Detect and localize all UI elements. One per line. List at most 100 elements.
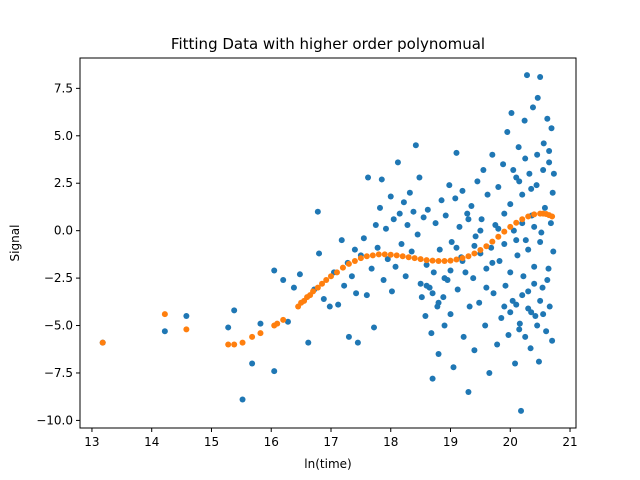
fit-point (393, 252, 400, 259)
data-point (532, 313, 539, 320)
data-point (338, 237, 345, 244)
data-point (429, 290, 436, 297)
fit-point (519, 216, 526, 223)
data-point (290, 284, 297, 291)
fit-point (387, 251, 394, 258)
data-point (436, 246, 443, 253)
data-point (534, 322, 541, 329)
data-point (394, 159, 401, 166)
data-point (371, 324, 378, 331)
data-point (435, 351, 442, 357)
data-point (231, 307, 238, 314)
data-point (450, 364, 457, 371)
data-point (390, 216, 397, 223)
fit-point (405, 254, 412, 261)
fit-point (339, 264, 346, 271)
x-axis: 13 14 15 16 17 18 19 20 21 (84, 428, 578, 449)
x-tick-label: 14 (144, 435, 159, 449)
data-point (477, 227, 484, 234)
data-point (456, 223, 463, 230)
fit-point (423, 257, 430, 264)
data-point (543, 328, 550, 335)
fit-point (249, 333, 256, 340)
data-point (404, 221, 411, 228)
data-point (547, 220, 554, 227)
data-point (305, 339, 312, 346)
data-point (418, 294, 425, 301)
fit-point (489, 238, 496, 245)
x-tick-label: 19 (443, 435, 458, 449)
data-point (438, 197, 445, 204)
fit-point (453, 256, 460, 263)
data-point (519, 191, 526, 198)
data-point (524, 72, 530, 79)
data-point (398, 240, 405, 247)
data-point (516, 320, 523, 327)
data-point (541, 204, 548, 211)
fit-point (345, 260, 352, 267)
x-tick-label: 16 (264, 435, 279, 449)
data-point (414, 231, 421, 238)
data-point (526, 170, 533, 177)
fit-point (465, 253, 472, 260)
data-point (446, 182, 453, 189)
data-point (417, 280, 424, 287)
data-point (540, 311, 547, 318)
data-point (465, 216, 472, 223)
data-point (546, 303, 553, 310)
data-point (183, 313, 190, 320)
data-point (422, 313, 429, 320)
fit-point (381, 251, 388, 258)
x-tick-label: 13 (84, 435, 99, 449)
data-point (410, 208, 417, 215)
fit-point (429, 257, 436, 264)
y-axis-label: Signal (8, 225, 22, 262)
data-point (441, 322, 448, 329)
data-point (537, 239, 544, 246)
y-tick-label: 7.5 (54, 81, 73, 95)
data-point (372, 221, 379, 228)
data-point (505, 332, 512, 339)
data-point (453, 244, 460, 251)
y-axis: −10.0 −7.5 −5.0 −2.5 0.0 2.5 5.0 7.5 (36, 81, 80, 427)
data-point (490, 290, 497, 297)
data-point (271, 267, 278, 274)
fit-point (225, 341, 232, 348)
data-point (316, 250, 323, 257)
data-point (495, 184, 502, 191)
data-point (363, 292, 370, 299)
data-point (392, 263, 399, 270)
data-point (546, 159, 553, 166)
data-point (502, 282, 509, 289)
fit-point (319, 280, 326, 287)
data-point (412, 142, 419, 149)
data-point (435, 299, 442, 306)
data-point (454, 286, 461, 293)
data-point (534, 94, 541, 101)
fit-point (507, 223, 514, 230)
data-point (484, 191, 491, 198)
data-point (519, 292, 526, 299)
fit-point (333, 269, 340, 276)
data-point (483, 265, 490, 272)
data-point (225, 324, 232, 331)
data-point (376, 204, 383, 211)
y-tick-label: −5.0 (44, 319, 73, 333)
data-point (522, 237, 529, 244)
data-point (509, 297, 516, 304)
data-point (464, 210, 471, 217)
data-point (520, 273, 527, 280)
data-point (400, 199, 407, 206)
y-tick-label: 5.0 (54, 129, 73, 143)
fit-point (351, 258, 358, 265)
y-tick-label: 0.0 (54, 224, 73, 238)
fit-point (447, 257, 454, 264)
data-point (365, 174, 372, 181)
fit-point (323, 277, 330, 283)
data-point (516, 326, 523, 333)
fit-point (314, 284, 321, 291)
data-point (527, 345, 534, 352)
data-point (447, 311, 454, 318)
fit-point (375, 251, 382, 258)
